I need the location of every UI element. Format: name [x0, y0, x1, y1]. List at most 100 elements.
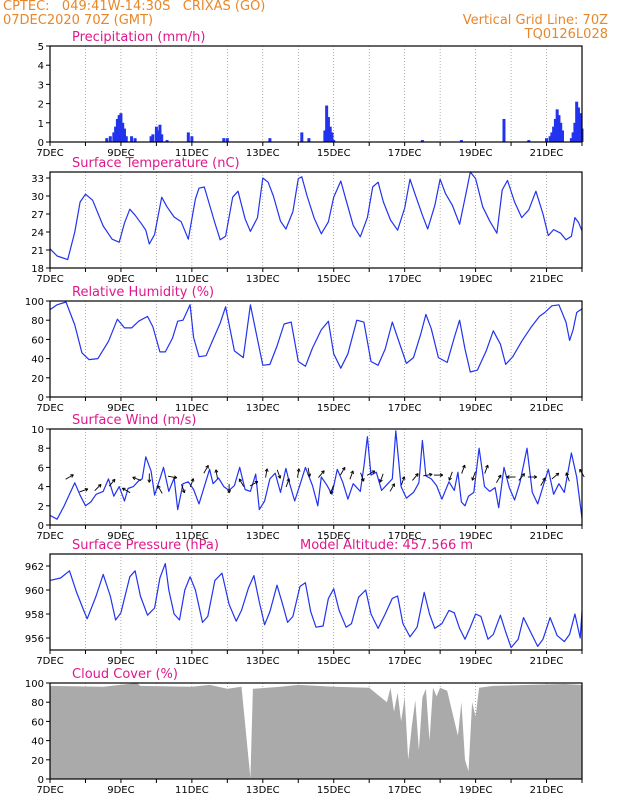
grid-line-note: Vertical Grid Line: 70Z — [462, 13, 608, 28]
precipitation-xtick-label: 21DEC — [530, 148, 564, 159]
precipitation-bar — [560, 130, 564, 142]
humidity-ytick-label: 60 — [31, 335, 44, 346]
wind-arrow — [238, 478, 245, 487]
wind-ytick-label: 0 — [38, 521, 44, 532]
precipitation-xtick-label: 9DEC — [107, 148, 134, 159]
precipitation-bar — [550, 132, 554, 142]
wind-arrow — [518, 473, 526, 481]
precipitation-bar — [268, 138, 272, 142]
precipitation-bar — [325, 105, 329, 142]
precipitation-bar — [133, 138, 137, 142]
precipitation-bar — [307, 138, 311, 142]
humidity-xtick-label: 13DEC — [246, 403, 280, 414]
wind-xtick-label: 9DEC — [107, 531, 134, 542]
wind-arrow — [349, 470, 354, 480]
pressure-xtick-label: 9DEC — [107, 656, 134, 667]
wind-arrow — [285, 478, 291, 488]
humidity-ytick-label: 20 — [31, 374, 44, 385]
pressure-title: Surface Pressure (hPa) — [72, 538, 219, 553]
temperature-xtick-label: 15DEC — [317, 274, 351, 285]
temperature-title: Surface Temperature (nC) — [72, 156, 240, 171]
precipitation-bar — [119, 113, 123, 142]
wind-xtick-label: 13DEC — [246, 531, 280, 542]
wind-arrow — [249, 481, 259, 487]
precipitation-ytick-label: 2 — [38, 100, 44, 111]
temperature-ytick-label: 27 — [31, 210, 44, 221]
precipitation-bar — [156, 130, 160, 142]
wind-ytick-label: 4 — [38, 483, 44, 494]
temperature-frame — [49, 171, 583, 269]
temperature-ytick-label: 21 — [31, 246, 44, 257]
wind-arrow — [227, 484, 232, 494]
humidity-ytick-label: 0 — [38, 393, 44, 404]
wind-arrow — [471, 471, 476, 481]
precipitation-bar — [552, 126, 556, 142]
precipitation-bar — [459, 140, 463, 142]
temperature-ytick-label: 33 — [31, 174, 44, 185]
precipitation-ytick-label: 1 — [38, 119, 44, 130]
precipitation-ytick-label: 4 — [38, 61, 44, 72]
pressure-xtick-label: 11DEC — [175, 656, 209, 667]
cloud-cover-xtick-label: 7DEC — [36, 785, 63, 796]
humidity-xtick-label: 15DEC — [317, 403, 351, 414]
wind-arrow — [94, 483, 102, 492]
temperature-xtick-label: 7DEC — [36, 274, 63, 285]
precipitation-bar — [332, 140, 336, 142]
wind-arrow — [108, 478, 116, 487]
temperature-xtick-label: 11DEC — [175, 274, 209, 285]
precipitation-bar — [323, 130, 327, 142]
cloud-cover-xtick-label: 13DEC — [246, 785, 280, 796]
pressure-series-line — [49, 562, 583, 649]
wind-arrow — [147, 473, 152, 483]
pressure-xtick-label: 19DEC — [459, 656, 493, 667]
temperature-ytick-label: 24 — [31, 228, 44, 239]
wind-series-line — [49, 430, 583, 520]
wind-arrow — [167, 475, 178, 480]
wind-arrow — [79, 487, 89, 493]
precipitation-bar — [160, 134, 164, 142]
precipitation-bar — [112, 132, 116, 142]
wind-xtick-label: 15DEC — [317, 531, 351, 542]
cloud-cover-ytick-label: 40 — [31, 737, 44, 748]
wind-arrow — [379, 473, 384, 483]
wind-arrow — [65, 474, 74, 480]
humidity-frame — [49, 300, 583, 398]
precipitation-bar — [158, 124, 162, 142]
date-header: 07DEC2020 70Z (GMT) — [3, 13, 154, 28]
wind-xtick-label: 17DEC — [388, 531, 422, 542]
precipitation-frame — [49, 45, 583, 143]
precipitation-bar — [114, 126, 118, 142]
wind-frame — [49, 428, 583, 526]
humidity-xtick-label: 19DEC — [459, 403, 493, 414]
precipitation-ytick-label: 0 — [38, 138, 44, 149]
wind-title: Surface Wind (m/s) — [72, 413, 196, 428]
model-altitude: Model Altitude: 457.566 m — [300, 538, 473, 553]
precipitation-bar — [502, 118, 506, 142]
pressure-xtick-label: 15DEC — [317, 656, 351, 667]
wind-arrow — [527, 475, 538, 479]
precipitation-bar — [151, 134, 155, 142]
cloud-cover-ytick-label: 100 — [25, 679, 44, 690]
pressure-ytick-label: 958 — [25, 610, 44, 621]
humidity-title: Relative Humidity (%) — [72, 285, 214, 300]
precipitation-bar — [328, 126, 332, 142]
precipitation-bar — [124, 136, 128, 142]
precipitation-bar — [575, 101, 579, 142]
precipitation-xtick-label: 17DEC — [388, 148, 422, 159]
precipitation-bar — [154, 126, 158, 142]
temperature-xtick-label: 9DEC — [107, 274, 134, 285]
wind-ytick-label: 8 — [38, 444, 44, 455]
precipitation-ytick-label: 3 — [38, 80, 44, 91]
humidity-xtick-label: 9DEC — [107, 403, 134, 414]
precipitation-bar — [121, 122, 125, 142]
wind-xtick-label: 21DEC — [530, 531, 564, 542]
precipitation-bar — [222, 138, 226, 142]
wind-arrow — [276, 469, 282, 479]
wind-arrow — [412, 473, 419, 481]
precipitation-bar — [569, 138, 573, 142]
cloud-cover-xtick-label: 9DEC — [107, 785, 134, 796]
pressure-xtick-label: 13DEC — [246, 656, 280, 667]
precipitation-bar — [186, 132, 190, 142]
wind-xtick-label: 7DEC — [36, 531, 63, 542]
